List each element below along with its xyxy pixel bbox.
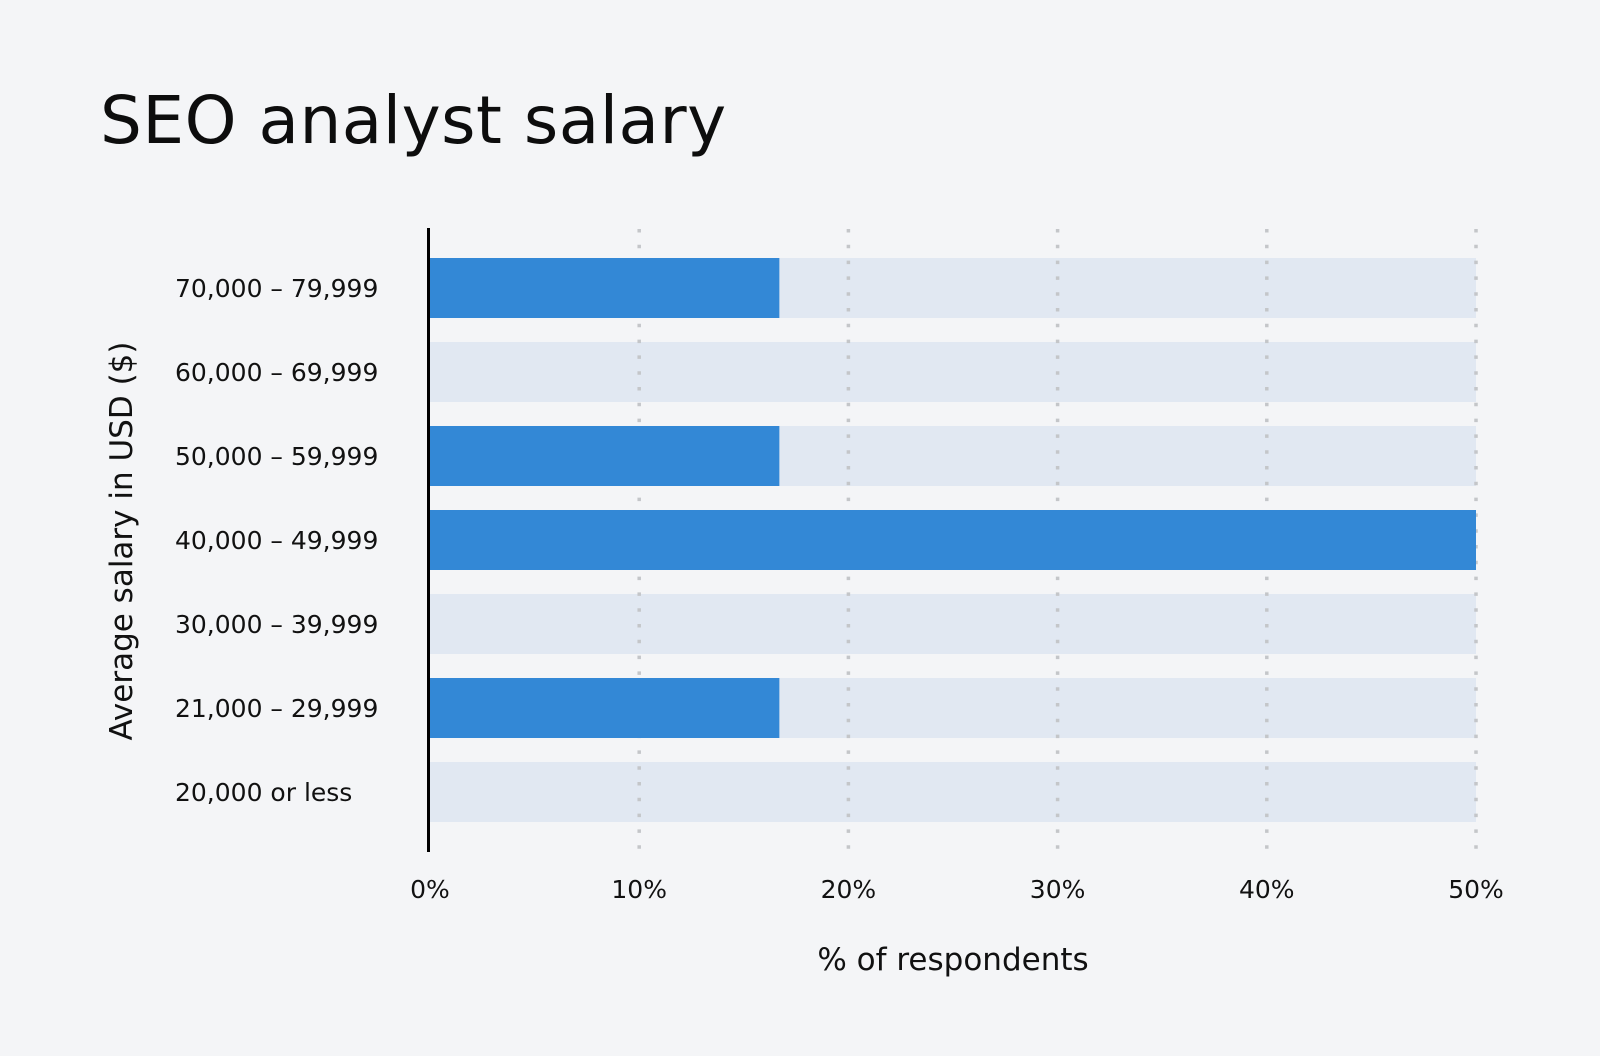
bar-track	[430, 762, 1476, 822]
y-axis-label: Average salary in USD ($)	[104, 342, 140, 741]
chart-title: SEO analyst salary	[100, 82, 727, 159]
y-tick-label: 70,000 – 79,999	[175, 274, 378, 303]
y-tick-label: 50,000 – 59,999	[175, 442, 378, 471]
x-tick-label: 50%	[1448, 875, 1504, 904]
y-tick-label: 20,000 or less	[175, 778, 352, 807]
bar	[430, 510, 1476, 570]
y-tick-label: 40,000 – 49,999	[175, 526, 378, 555]
y-tick-label: 21,000 – 29,999	[175, 694, 378, 723]
x-axis-label: % of respondents	[817, 942, 1088, 978]
bar-track	[430, 594, 1476, 654]
x-tick-label: 40%	[1239, 875, 1295, 904]
y-tick-label: 60,000 – 69,999	[175, 358, 378, 387]
x-tick-label: 10%	[611, 875, 667, 904]
x-tick-label: 30%	[1030, 875, 1086, 904]
y-tick-label: 30,000 – 39,999	[175, 610, 378, 639]
bar	[430, 678, 780, 738]
bar	[430, 426, 780, 486]
x-tick-label: 0%	[410, 875, 450, 904]
x-tick-label: 20%	[821, 875, 877, 904]
bar-track	[430, 342, 1476, 402]
bar	[430, 258, 780, 318]
